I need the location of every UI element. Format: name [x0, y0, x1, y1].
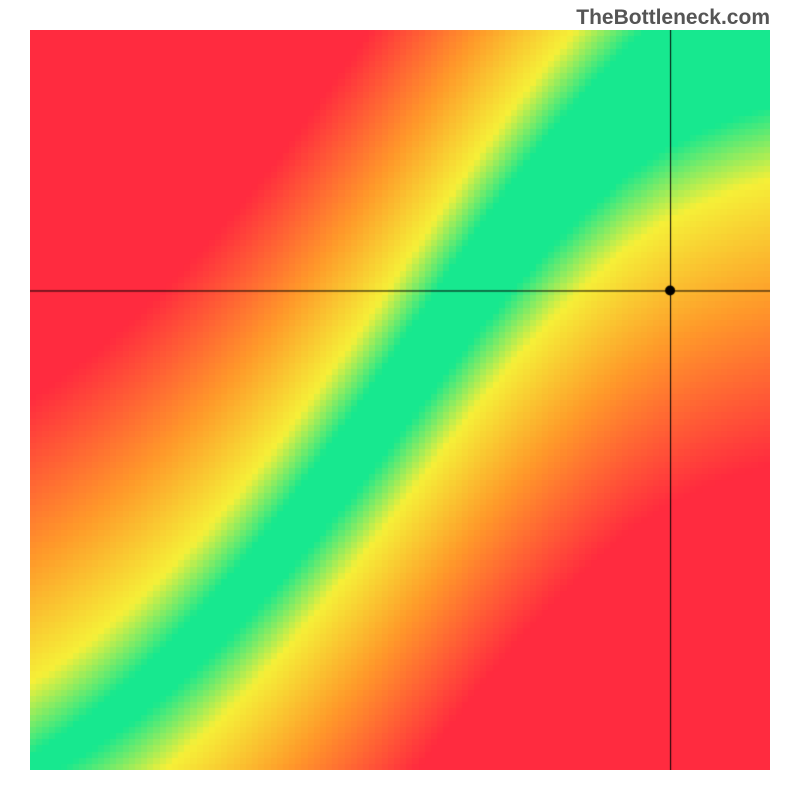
bottleneck-heatmap: [30, 30, 770, 770]
watermark-text: TheBottleneck.com: [576, 6, 770, 30]
heatmap-container: [30, 30, 770, 770]
